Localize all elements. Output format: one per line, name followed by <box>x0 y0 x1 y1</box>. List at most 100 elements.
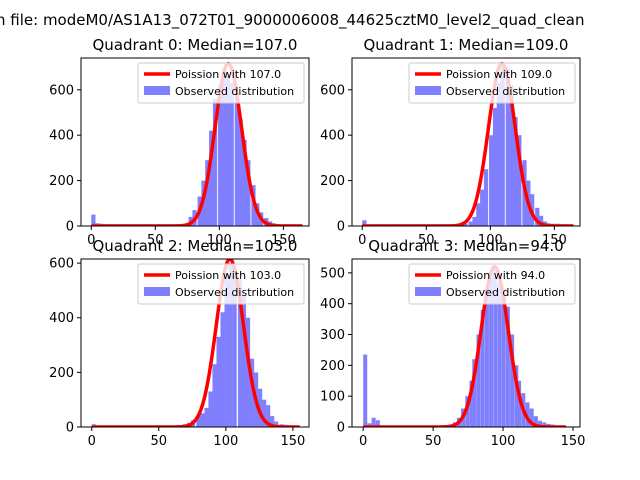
histogram-bar <box>229 82 234 226</box>
histogram-bar <box>367 423 372 427</box>
histogram-bar <box>489 135 494 226</box>
histogram-bar <box>238 119 243 226</box>
histogram-bar <box>542 422 547 427</box>
x-tick-label: 100 <box>207 233 232 248</box>
histogram-bar <box>529 408 534 427</box>
histogram-bar <box>225 76 230 226</box>
histogram-bar <box>228 263 233 427</box>
legend-entry-observed: Observed distribution <box>175 286 294 299</box>
histogram-bar <box>200 413 205 427</box>
y-tick-label: 300 <box>320 328 345 343</box>
histogram-bar <box>463 223 468 226</box>
x-tick-label: 50 <box>151 434 168 449</box>
histogram-bar <box>472 359 477 427</box>
y-tick-label: 400 <box>320 129 345 144</box>
x-tick-label: 50 <box>425 434 442 449</box>
legend: Poission with 107.0 Observed distribution <box>137 62 305 104</box>
histogram-bar <box>492 107 498 226</box>
subplot-title: Quadrant 1: Median=109.0 <box>364 36 569 54</box>
histogram-bar <box>468 221 473 226</box>
histogram-bar <box>246 160 251 226</box>
histogram-bar <box>204 407 209 427</box>
x-tick-label: 150 <box>561 434 586 449</box>
histogram-bar <box>212 364 217 427</box>
histogram-bar <box>91 214 96 226</box>
y-tick-label: 400 <box>320 297 345 312</box>
plot-area <box>362 264 568 427</box>
histogram-bar <box>249 358 255 427</box>
histogram-bar <box>234 94 239 226</box>
histogram-bar <box>196 416 201 427</box>
histogram-bar <box>205 160 210 226</box>
histogram-bar <box>262 399 267 427</box>
y-tick-label: 200 <box>49 174 74 189</box>
legend-entry-poisson: Poission with 103.0 <box>175 269 281 282</box>
histogram-bar <box>480 309 485 427</box>
histogram-bar <box>533 416 538 427</box>
legend: Poission with 103.0 Observed distribution <box>137 263 305 305</box>
histogram-bar <box>224 274 229 427</box>
x-tick-label: 100 <box>213 434 238 449</box>
subplot-quadrant-0: Quadrant 0: Median=107.0 0 50 100 150 0 200 400… <box>49 36 310 248</box>
legend-box <box>137 263 305 305</box>
legend-bar-swatch <box>415 287 441 296</box>
histogram-bar <box>483 169 489 226</box>
histogram-bar <box>216 336 221 427</box>
y-tick-label: 200 <box>320 359 345 374</box>
axes-frame <box>80 57 310 227</box>
histogram-bar <box>218 85 223 226</box>
y-tick-label: 0 <box>337 421 345 436</box>
y-tick-label: 500 <box>320 266 345 281</box>
legend-entry-poisson: Poission with 94.0 <box>446 269 545 282</box>
x-tick-label: 150 <box>271 233 296 248</box>
histogram-bar <box>212 98 218 226</box>
histogram-bar <box>245 317 251 427</box>
legend-entry-observed: Observed distribution <box>446 286 565 299</box>
x-tick-label: 50 <box>147 233 164 248</box>
y-tick-label: 0 <box>337 220 345 235</box>
histogram-bar <box>465 396 470 427</box>
histogram-bar <box>505 306 510 427</box>
subplot-title: Quadrant 3: Median=94.0 <box>368 237 563 255</box>
x-tick-label: 100 <box>478 233 503 248</box>
histogram-bar <box>242 139 247 226</box>
x-tick-label: 0 <box>88 434 96 449</box>
x-tick-label: 150 <box>280 434 305 449</box>
histogram-bar <box>270 416 275 427</box>
histogram-bar <box>274 421 279 427</box>
histogram-bar <box>232 268 237 427</box>
x-tick-label: 50 <box>418 233 435 248</box>
histogram-bar <box>514 365 519 427</box>
axes-frame <box>80 258 310 428</box>
plot-area <box>361 61 575 226</box>
histogram-bar <box>363 354 368 427</box>
histogram-bar <box>375 420 380 427</box>
histogram-bar <box>539 215 544 226</box>
poisson-curve <box>362 264 568 427</box>
histogram-bar <box>513 117 518 226</box>
y-tick-label: 200 <box>49 366 74 381</box>
histogram-bar <box>517 135 522 226</box>
legend: Poission with 109.0 Observed distribution <box>408 62 576 104</box>
x-tick-label: 0 <box>358 233 366 248</box>
x-tick-label: 0 <box>87 233 95 248</box>
y-tick-label: 600 <box>49 257 74 272</box>
subplot-title: Quadrant 0: Median=107.0 <box>93 36 298 54</box>
poisson-curve <box>90 259 301 427</box>
legend-entry-poisson: Poission with 109.0 <box>446 68 552 81</box>
histogram-bar <box>220 312 225 427</box>
y-tick-label: 400 <box>49 129 74 144</box>
suptitle: n file: modeM0/AS1A13_072T01_9000006008_… <box>0 11 585 30</box>
subplot-title: Quadrant 2: Median=103.0 <box>93 237 298 255</box>
y-tick-label: 0 <box>66 220 74 235</box>
histogram-bar <box>241 295 247 427</box>
axes-frame <box>351 57 581 227</box>
histogram-bar <box>496 82 501 226</box>
histogram-bar <box>535 207 540 226</box>
x-tick-label: 100 <box>491 434 516 449</box>
y-tick-label: 100 <box>320 390 345 405</box>
legend-bar-swatch <box>144 86 170 95</box>
histogram-bar <box>266 405 271 427</box>
histogram-bar <box>517 380 522 427</box>
histogram-bar <box>208 391 213 427</box>
